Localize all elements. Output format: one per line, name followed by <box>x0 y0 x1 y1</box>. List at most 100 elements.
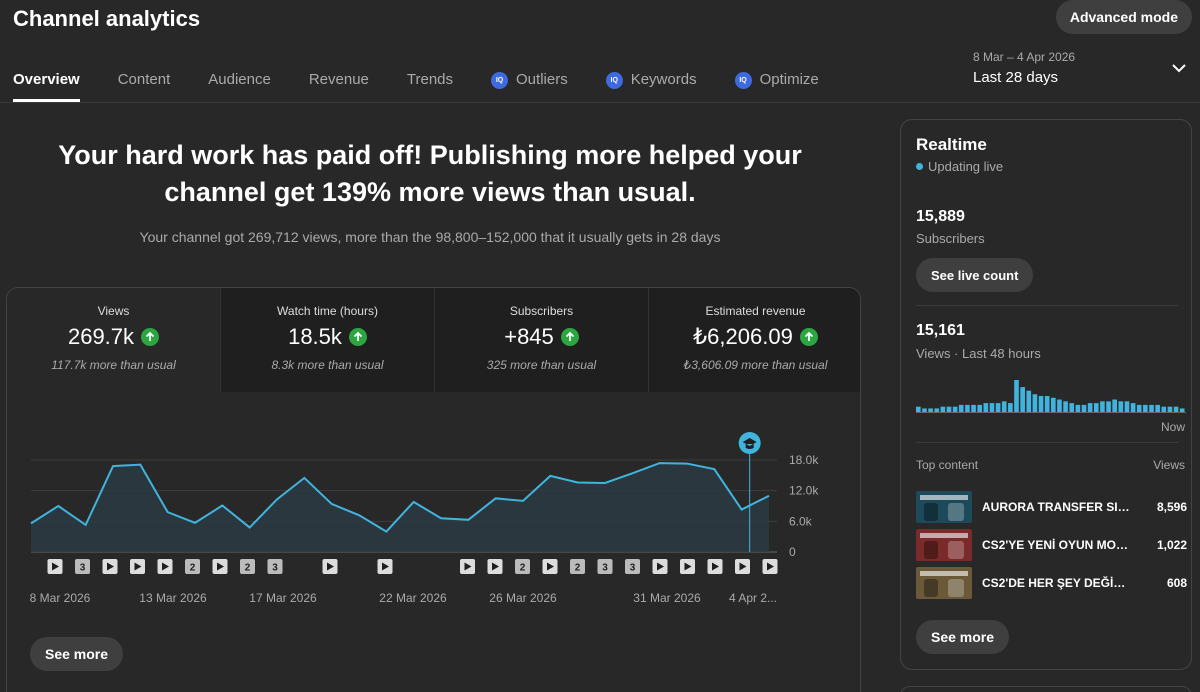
realtime-bar[interactable] <box>1173 406 1179 412</box>
top-content-item[interactable]: CS2'DE HER ŞEY DEĞİŞTİ! ... 608 <box>916 567 1187 599</box>
chart-see-more-button[interactable]: See more <box>30 637 124 671</box>
realtime-bar[interactable] <box>1038 396 1044 412</box>
realtime-bar[interactable] <box>1167 406 1173 412</box>
see-live-count-button[interactable]: See live count <box>916 258 1034 292</box>
realtime-bar[interactable] <box>977 404 982 412</box>
video-upload-marker[interactable] <box>102 559 118 574</box>
top-content-item[interactable]: AURORA TRANSFER SIZINTISI | ... 8,596 <box>916 491 1187 523</box>
video-thumbnail[interactable] <box>916 529 972 561</box>
svg-text:3: 3 <box>272 563 278 574</box>
realtime-bar[interactable] <box>1161 406 1167 412</box>
realtime-bar[interactable] <box>965 404 970 412</box>
video-upload-marker[interactable] <box>322 559 338 574</box>
realtime-bar[interactable] <box>934 408 940 412</box>
realtime-bar[interactable] <box>1026 390 1032 412</box>
realtime-bar[interactable] <box>1143 404 1148 412</box>
realtime-see-more-button[interactable]: See more <box>916 620 1010 654</box>
realtime-bar[interactable] <box>928 408 933 412</box>
realtime-bar[interactable] <box>983 403 989 412</box>
video-upload-marker[interactable] <box>707 559 723 574</box>
multi-upload-marker[interactable]: 3 <box>267 559 283 574</box>
video-upload-marker[interactable] <box>157 559 173 574</box>
realtime-bar[interactable] <box>1124 401 1130 412</box>
metric-tile[interactable]: Estimated revenue ₺6,206.09 ₺3,606.09 mo… <box>649 288 860 392</box>
multi-upload-marker[interactable]: 2 <box>570 559 585 574</box>
realtime-bar[interactable] <box>952 406 958 412</box>
realtime-bar[interactable] <box>1081 404 1087 412</box>
video-upload-marker[interactable] <box>487 559 503 574</box>
tab-audience[interactable]: Audience <box>208 62 271 102</box>
realtime-bar[interactable] <box>1014 380 1019 412</box>
realtime-bar[interactable] <box>1069 403 1075 412</box>
video-upload-marker[interactable] <box>735 559 750 574</box>
tab-keywords[interactable]: IQ Keywords <box>605 62 697 102</box>
video-thumbnail[interactable] <box>916 567 972 599</box>
realtime-bar[interactable] <box>1130 403 1136 412</box>
date-range-picker[interactable]: 8 Mar – 4 Apr 2026 Last 28 days <box>973 50 1075 86</box>
tab-revenue[interactable]: Revenue <box>309 62 369 102</box>
metric-value-row: +845 <box>435 324 648 350</box>
video-upload-marker[interactable] <box>212 559 228 574</box>
video-upload-marker[interactable] <box>680 559 695 574</box>
tab-optimize[interactable]: IQ Optimize <box>734 62 819 102</box>
multi-upload-marker[interactable]: 3 <box>75 559 90 574</box>
svg-text:3: 3 <box>80 563 86 574</box>
realtime-bar[interactable] <box>989 403 995 412</box>
realtime-bar[interactable] <box>1020 387 1025 412</box>
metric-tile[interactable]: Subscribers +845 325 more than usual <box>435 288 649 392</box>
realtime-bar[interactable] <box>1106 401 1111 412</box>
top-content-title[interactable]: CS2'YE YENİ OYUN MODU GELİYOR <box>982 538 1132 552</box>
realtime-bar[interactable] <box>1087 403 1093 412</box>
realtime-bar[interactable] <box>1112 399 1117 412</box>
realtime-bar[interactable] <box>1044 396 1050 412</box>
realtime-bar[interactable] <box>1001 401 1007 412</box>
tab-overview[interactable]: Overview <box>13 62 80 102</box>
tab-outliers[interactable]: IQ Outliers <box>491 62 568 102</box>
multi-upload-marker[interactable]: 3 <box>597 559 613 574</box>
realtime-bar[interactable] <box>1008 403 1013 412</box>
realtime-bar[interactable] <box>1063 401 1068 412</box>
chevron-down-icon[interactable] <box>1171 60 1187 76</box>
realtime-bar[interactable] <box>1179 408 1185 412</box>
multi-upload-marker[interactable]: 3 <box>625 559 640 574</box>
realtime-bar[interactable] <box>916 406 921 412</box>
realtime-bar[interactable] <box>971 404 976 412</box>
realtime-bar[interactable] <box>1149 404 1154 412</box>
video-thumbnail[interactable] <box>916 491 972 523</box>
realtime-bar[interactable] <box>958 404 964 412</box>
realtime-bar[interactable] <box>940 406 946 412</box>
multi-upload-marker[interactable]: 2 <box>185 559 200 574</box>
realtime-bar[interactable] <box>1075 404 1081 412</box>
realtime-bar[interactable] <box>1093 403 1099 412</box>
realtime-bar[interactable] <box>1136 404 1142 412</box>
tab-trends[interactable]: Trends <box>407 62 453 102</box>
video-upload-marker[interactable] <box>460 559 475 574</box>
video-upload-marker[interactable] <box>542 559 558 574</box>
realtime-bar[interactable] <box>1118 401 1124 412</box>
realtime-bar[interactable] <box>946 406 952 412</box>
graduation-cap-icon[interactable] <box>738 432 761 454</box>
metric-comparison: 8.3k more than usual <box>271 358 384 372</box>
realtime-bar[interactable] <box>1100 401 1105 412</box>
video-upload-marker[interactable] <box>47 559 63 574</box>
multi-upload-marker[interactable]: 2 <box>240 559 255 574</box>
video-upload-marker[interactable] <box>130 559 145 574</box>
video-upload-marker[interactable] <box>652 559 668 574</box>
realtime-status: Updating live <box>916 159 1003 174</box>
top-content-item[interactable]: CS2'YE YENİ OYUN MODU GELİYOR 1,022 <box>916 529 1187 561</box>
realtime-bar[interactable] <box>1155 404 1160 412</box>
top-content-title[interactable]: CS2'DE HER ŞEY DEĞİŞTİ! ... <box>982 576 1132 590</box>
tab-content[interactable]: Content <box>118 62 171 102</box>
realtime-bar[interactable] <box>1051 397 1056 412</box>
realtime-bar[interactable] <box>1057 399 1062 412</box>
video-upload-marker[interactable] <box>377 559 393 574</box>
realtime-bar[interactable] <box>922 408 927 412</box>
multi-upload-marker[interactable]: 2 <box>515 559 530 574</box>
advanced-mode-button[interactable]: Advanced mode <box>1055 0 1192 34</box>
metric-tile[interactable]: Views 269.7k 117.7k more than usual <box>7 288 221 392</box>
video-upload-marker[interactable] <box>762 559 778 574</box>
top-content-title[interactable]: AURORA TRANSFER SIZINTISI | ... <box>982 500 1132 514</box>
realtime-bar[interactable] <box>1032 394 1038 412</box>
metric-tile[interactable]: Watch time (hours) 18.5k 8.3k more than … <box>221 288 435 392</box>
realtime-bar[interactable] <box>995 403 1001 412</box>
